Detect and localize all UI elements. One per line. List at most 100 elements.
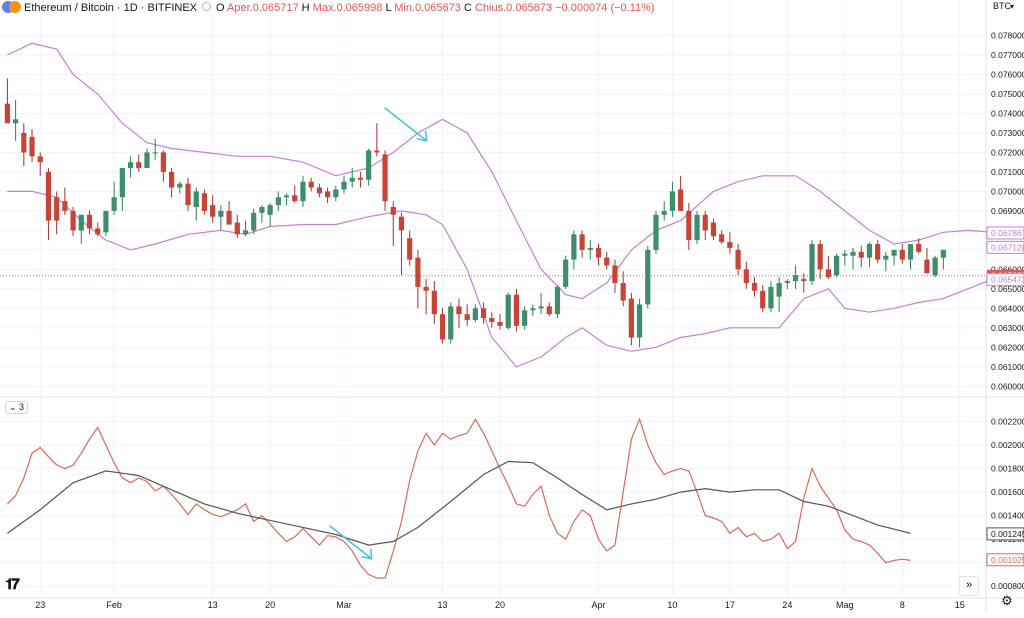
candle-body [448,306,454,340]
candle [834,253,840,278]
candle-body [201,193,208,211]
price-label-text: 0.001245 [991,529,1024,539]
candle-body [809,244,815,282]
candle-body [743,269,749,283]
candle-body [784,281,790,283]
candle [850,247,856,270]
x-tick-label: 8 [900,600,905,610]
candle [448,302,454,344]
candle [234,214,240,239]
candle [809,240,815,285]
candle-body [127,162,134,169]
candle [579,230,585,258]
candle [407,230,413,266]
candle [875,240,881,264]
candle [341,175,347,194]
candle-body [152,152,158,154]
candle [768,281,774,313]
candle [144,148,150,169]
candle [751,277,758,297]
candle-body [324,191,331,198]
candle-body [431,290,437,315]
x-tick-label: Mar [336,600,352,610]
candle [505,292,511,330]
candle [45,168,52,241]
oscillator-line [6,417,911,579]
ohlc-values: O Aper.0.065717 H Max.0.065998 L Min.0.0… [216,2,655,14]
candle-body [686,210,692,241]
candle-body [694,214,700,241]
time-axis: 23 Feb 13 20 Mar 13 20 Apr 10 17 24 Mag 8 15 [35,600,965,610]
candle [571,230,577,270]
gear-icon[interactable]: ⚙ [1001,593,1013,608]
y-tick-label: 0.001800 [991,464,1024,474]
price-label-text: 0.065473 [991,275,1024,285]
y-tick-label: 0.076000 [991,70,1024,80]
indicator-collapse-button[interactable]: ⌄ 3 [5,401,29,414]
candle-body [554,286,561,315]
candle-body [4,103,10,124]
candle-body [407,238,413,260]
candle [324,187,331,204]
candle [78,214,84,245]
candle-body [136,162,142,169]
candle-body [78,214,84,231]
candle-body [620,282,626,301]
tradingview-logo-icon[interactable]: 𝟏𝟕 [5,576,20,593]
candle [95,222,101,237]
candle-body [940,249,946,258]
candle-body [292,195,298,202]
candle-body [218,210,224,217]
candle [497,314,503,330]
candle [563,255,569,289]
candle-body [883,255,889,260]
y-tick-label: 0.078000 [991,31,1024,41]
candle-body [357,177,364,180]
price-label-box [986,273,1024,287]
candle [382,150,388,211]
high-label: H [301,2,310,14]
candle [645,245,651,309]
candle-body [300,181,306,202]
candle-body [62,201,68,211]
market-status-icon [202,2,211,11]
candle-body [850,251,856,256]
candle [398,212,405,276]
candle-body [587,247,593,250]
candle [891,249,897,266]
candle-body [193,191,199,207]
close-label: C [463,2,472,14]
candle [743,261,749,289]
candle-body [719,234,725,243]
price-label-box [986,527,1024,541]
x-tick-label: Mag [836,600,854,610]
candle [661,201,667,221]
candle-body [842,253,848,256]
candle-body [144,152,150,169]
symbol-title[interactable]: Ethereum / Bitcoin · 1D · BITFINEX [24,2,197,14]
x-tick-label: 20 [495,600,505,610]
grid-lines [0,0,986,598]
candle [439,308,446,344]
candle [111,181,117,215]
y-tick-label: 0.060000 [991,381,1024,391]
y-tick-label: 0.002000 [991,440,1024,450]
candle-body [513,294,520,326]
x-tick-label: Apr [592,600,606,610]
bitcoin-logo-icon [9,1,21,13]
candle [792,265,799,289]
candle-body [45,171,52,221]
candle [86,210,93,235]
candle-body [480,308,487,319]
candle-body [210,205,216,217]
candle [710,218,717,241]
candle-body [177,183,183,188]
candle-body [439,314,446,340]
x-tick-label: 13 [208,600,218,610]
y-tick-label: 0.000800 [991,581,1024,591]
candle-body [70,210,76,231]
double-chevron-right-icon[interactable]: » [959,576,979,596]
candle [776,277,782,313]
